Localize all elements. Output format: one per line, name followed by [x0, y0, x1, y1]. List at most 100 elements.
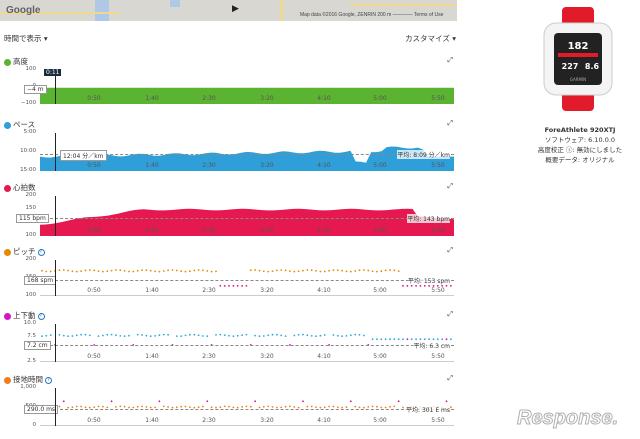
series-dot-icon: [4, 312, 11, 320]
x-tick-label: 3:20: [260, 417, 274, 424]
device-software: ソフトウェア: 6.10.0.0: [544, 136, 616, 144]
average-label: 平均: 143 bpm: [407, 214, 450, 223]
x-tick-label: 2:30: [202, 353, 216, 360]
panel-vertical-oscillation: 上下動? ⤢ 10.07.55.02.5 0:501:402:303:204:1…: [4, 310, 456, 368]
average-line: [40, 408, 454, 410]
cursor-line[interactable]: [55, 133, 56, 171]
x-tick-label: 1:40: [145, 95, 159, 102]
series-dot-icon: [4, 121, 11, 129]
plot-area[interactable]: [40, 70, 454, 104]
panel-header: ペース ⤢: [4, 119, 456, 129]
y-tick-label: 5:00: [23, 129, 36, 135]
y-tick-label: 2.5: [27, 358, 36, 364]
cursor-time-label: 0:11: [44, 69, 62, 76]
x-tick-label: 5:00: [373, 95, 387, 102]
average-label: 平均: 301 E ms: [406, 404, 450, 414]
x-tick-label: 4:10: [317, 95, 331, 102]
cursor-line[interactable]: [55, 70, 56, 104]
device-calibration[interactable]: 高度校正 ⓘ: 無効にしました: [537, 146, 623, 154]
expand-icon[interactable]: ⤢: [447, 374, 453, 382]
cursor-line[interactable]: [55, 324, 56, 362]
expand-icon[interactable]: ⤢: [447, 182, 453, 190]
x-tick-label: 5:00: [373, 287, 387, 294]
device-screen-hr: 182: [568, 41, 589, 52]
hover-value-box: 168 spm: [24, 276, 57, 286]
panel-title: 上下動: [13, 311, 36, 320]
series-area: [40, 87, 454, 104]
series-area: [40, 208, 454, 236]
x-tick-label: 0:50: [87, 353, 101, 360]
cursor-line[interactable]: [55, 196, 56, 236]
panel-title: 心拍数: [13, 183, 36, 192]
series-dot-icon: [4, 184, 11, 192]
y-tick-label: 7.5: [27, 332, 36, 339]
hover-value-box: 12:04 分／km: [60, 150, 107, 162]
hover-value-box: 290.0 ms: [24, 405, 59, 415]
x-tick-label: 5:50: [431, 95, 445, 102]
y-axis: 5:00 10:00 15:00: [4, 129, 38, 173]
x-tick-label: 4:10: [317, 287, 331, 294]
y-tick-label: 100: [25, 66, 37, 72]
average-line: [40, 218, 454, 219]
x-tick-label: 5:00: [373, 417, 387, 424]
cursor-line[interactable]: [55, 260, 56, 296]
plot-area[interactable]: [40, 388, 454, 426]
x-tick-label: 5:00: [373, 162, 387, 169]
expand-icon[interactable]: ⤢: [447, 310, 453, 318]
x-tick-label: 0:50: [87, 162, 101, 169]
y-tick-label: 15:00: [20, 167, 36, 173]
x-tick-label: 3:20: [260, 227, 274, 234]
y-tick-label: 10.0: [23, 320, 36, 326]
view-mode-dropdown[interactable]: 時間で表示 ▾: [4, 34, 48, 43]
x-tick-label: 5:50: [431, 353, 445, 360]
device-screen-v1: 227: [562, 62, 579, 71]
x-tick-label: 1:40: [145, 287, 159, 294]
y-tick-label: 150: [25, 205, 37, 212]
plot-area[interactable]: [40, 196, 454, 236]
expand-icon[interactable]: ⤢: [447, 56, 453, 64]
x-tick-label: 2:30: [202, 95, 216, 102]
x-tick-label: 5:00: [373, 227, 387, 234]
x-tick-label: 5:50: [431, 227, 445, 234]
x-tick-label: 1:40: [145, 353, 159, 360]
plot-area[interactable]: [40, 133, 454, 171]
panel-header: ピッチ? ⤢: [4, 246, 456, 256]
hover-value-box: 115 bpm: [16, 214, 49, 223]
plot-area[interactable]: [40, 260, 454, 296]
x-tick-label: 0:50: [87, 287, 101, 294]
toolbar: 時間で表示 ▾ カスタマイズ ▾: [4, 33, 456, 45]
customize-dropdown[interactable]: カスタマイズ ▾: [405, 34, 456, 43]
x-tick-label: 5:00: [373, 353, 387, 360]
map-attribution: Map data ©2016 Google, ZENRIN 200 m ————…: [300, 12, 444, 18]
x-tick-label: 4:10: [317, 353, 331, 360]
plot-area[interactable]: [40, 324, 454, 362]
x-tick-label: 4:10: [317, 162, 331, 169]
cursor-line[interactable]: [55, 388, 56, 426]
help-icon[interactable]: ?: [37, 248, 45, 256]
expand-icon[interactable]: ⤢: [447, 119, 453, 127]
x-tick-label: 2:30: [202, 287, 216, 294]
map-strip[interactable]: Google ▶ Map data ©2016 Google, ZENRIN 2…: [0, 0, 457, 21]
series-area: [40, 146, 454, 171]
x-tick-label: 1:40: [145, 417, 159, 424]
y-tick-label: 10:00: [20, 148, 36, 154]
y-tick-label: 200: [25, 256, 37, 262]
panel-header: 高度 ⤢: [4, 56, 456, 66]
help-icon[interactable]: ?: [45, 376, 52, 384]
x-tick-label: 0:50: [87, 417, 101, 424]
x-tick-label: 3:20: [260, 95, 274, 102]
average-label: 平均: 8:09 分／km: [397, 149, 450, 159]
play-icon[interactable]: ▶: [232, 4, 239, 14]
expand-icon[interactable]: ⤢: [447, 246, 453, 254]
y-tick-label: −100: [20, 100, 36, 106]
panel-title: 高度: [13, 57, 28, 66]
help-icon[interactable]: ?: [37, 312, 45, 320]
panel-header: 上下動? ⤢: [4, 310, 456, 320]
average-label: 平均: 153 spm: [407, 275, 450, 285]
x-tick-label: 1:40: [145, 227, 159, 234]
series-dot-icon: [4, 376, 11, 384]
hover-value-box: −4 m: [24, 85, 47, 95]
panel-title: 接地時間: [13, 375, 43, 384]
